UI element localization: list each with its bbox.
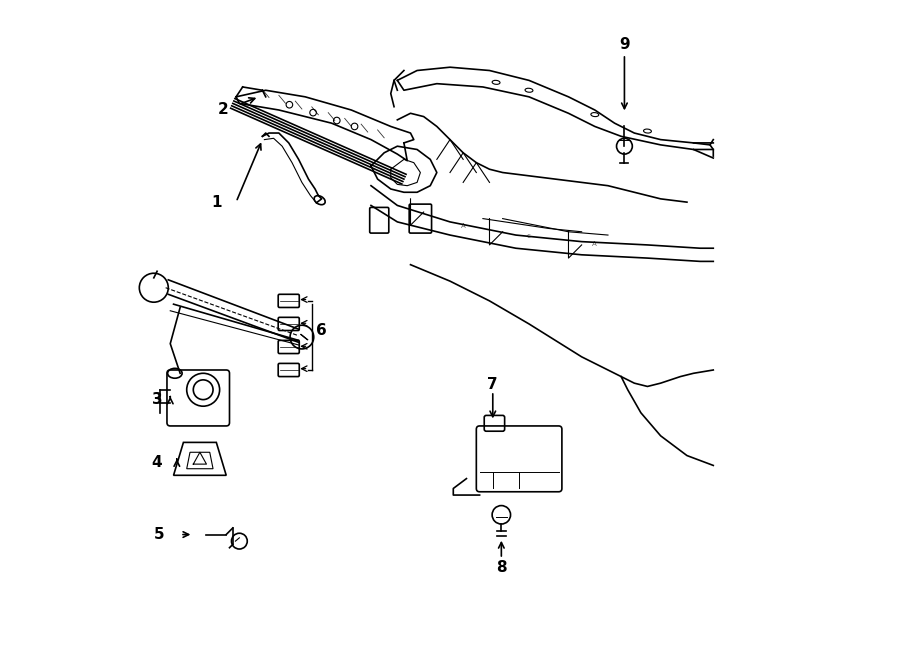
Text: 6: 6: [316, 323, 327, 338]
Text: 3: 3: [152, 392, 162, 407]
Text: A: A: [461, 223, 465, 229]
Text: 7: 7: [488, 377, 498, 392]
Text: c: c: [527, 233, 531, 239]
Text: 4: 4: [152, 455, 162, 470]
Text: 8: 8: [496, 560, 507, 575]
Text: 5: 5: [154, 527, 165, 542]
Text: 2: 2: [218, 102, 229, 118]
Text: 1: 1: [212, 194, 221, 210]
Text: A: A: [592, 241, 598, 247]
Text: 9: 9: [619, 36, 630, 52]
